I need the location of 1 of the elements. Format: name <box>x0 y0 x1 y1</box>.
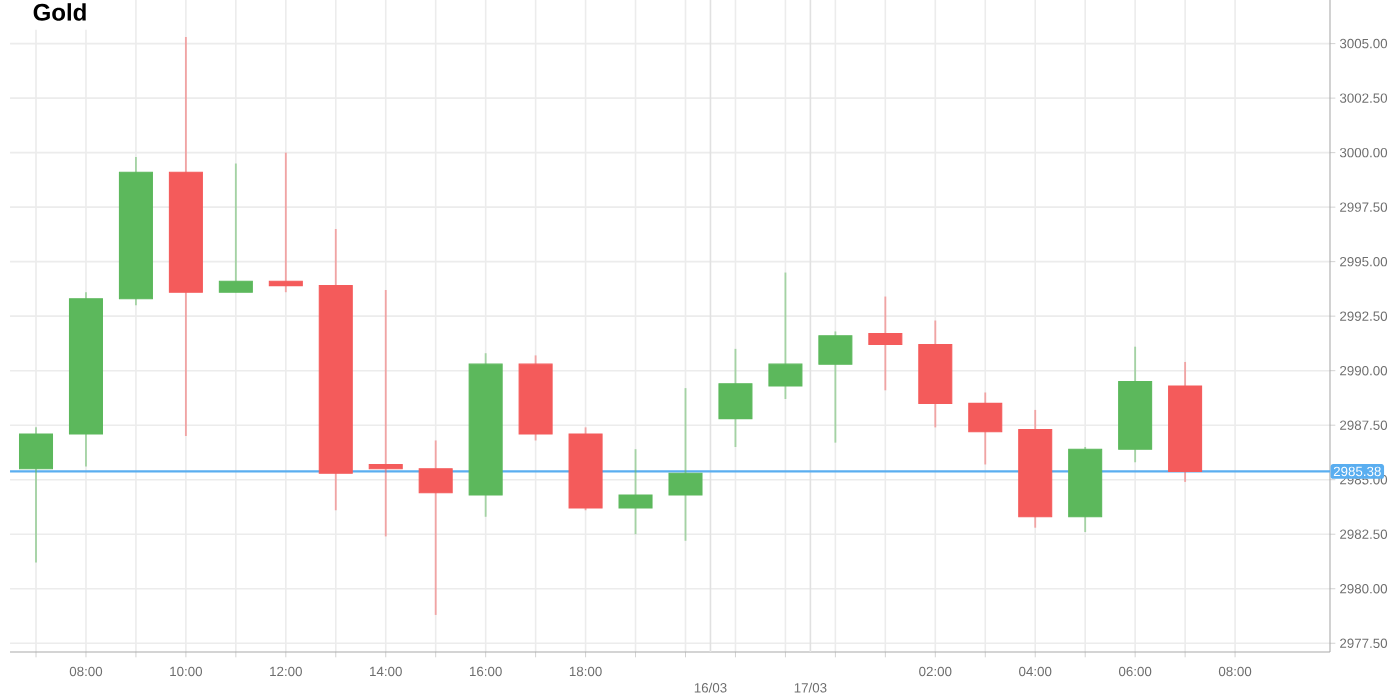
chart-title: Gold <box>33 3 86 21</box>
